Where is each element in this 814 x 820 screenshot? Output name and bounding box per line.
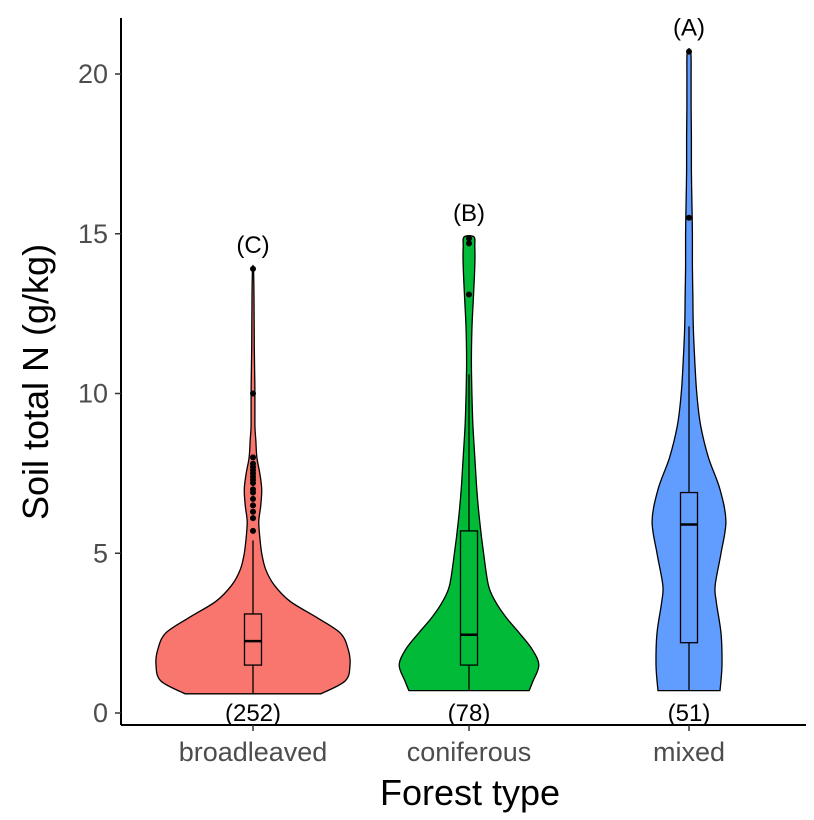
x-axis-ticks: broadleaved coniferous mixed bbox=[179, 725, 725, 767]
significance-letter: (A) bbox=[673, 15, 705, 42]
outlier-point bbox=[250, 460, 256, 467]
box-iqr bbox=[679, 491, 699, 644]
outlier-point bbox=[250, 454, 256, 461]
y-tick-label: 10 bbox=[78, 379, 108, 409]
outlier-point bbox=[686, 48, 692, 55]
outlier-point bbox=[250, 390, 256, 397]
x-tick-label-broadleaved: broadleaved bbox=[179, 737, 328, 767]
violin-group-coniferous: (B) (78) bbox=[398, 200, 540, 727]
outlier-point bbox=[250, 495, 256, 502]
sample-size-label: (252) bbox=[225, 700, 281, 727]
outlier-point bbox=[250, 508, 256, 515]
outlier-point bbox=[466, 240, 472, 247]
plot-area: (C) (252) (B) (78) (A) (51) bbox=[155, 15, 727, 727]
box-iqr bbox=[243, 613, 263, 666]
sample-size-label: (51) bbox=[668, 700, 711, 727]
y-tick-label: 5 bbox=[93, 538, 108, 568]
y-axis-title: Soil total N (g/kg) bbox=[15, 244, 56, 520]
outlier-point bbox=[250, 265, 256, 272]
outlier-point bbox=[250, 502, 256, 509]
outlier-point bbox=[250, 527, 256, 534]
significance-letter: (C) bbox=[236, 232, 269, 259]
x-axis-title: Forest type bbox=[380, 772, 560, 813]
y-tick-label: 15 bbox=[78, 219, 108, 249]
y-tick-label: 20 bbox=[78, 59, 108, 89]
y-tick-label: 0 bbox=[93, 698, 108, 728]
x-tick-label-coniferous: coniferous bbox=[407, 737, 532, 767]
outlier-point bbox=[466, 291, 472, 298]
significance-letter: (B) bbox=[453, 200, 485, 227]
outlier-point bbox=[686, 214, 692, 221]
outlier-point bbox=[250, 486, 256, 493]
y-axis-ticks: 0 5 10 15 20 bbox=[78, 59, 121, 728]
outlier-point bbox=[250, 515, 256, 522]
violin-group-mixed: (A) (51) bbox=[651, 15, 727, 727]
sample-size-label: (78) bbox=[448, 700, 491, 727]
x-tick-label-mixed: mixed bbox=[653, 737, 725, 767]
box-iqr bbox=[459, 530, 479, 666]
violin-group-broadleaved: (C) (252) bbox=[155, 232, 351, 727]
outlier-point bbox=[466, 235, 472, 242]
